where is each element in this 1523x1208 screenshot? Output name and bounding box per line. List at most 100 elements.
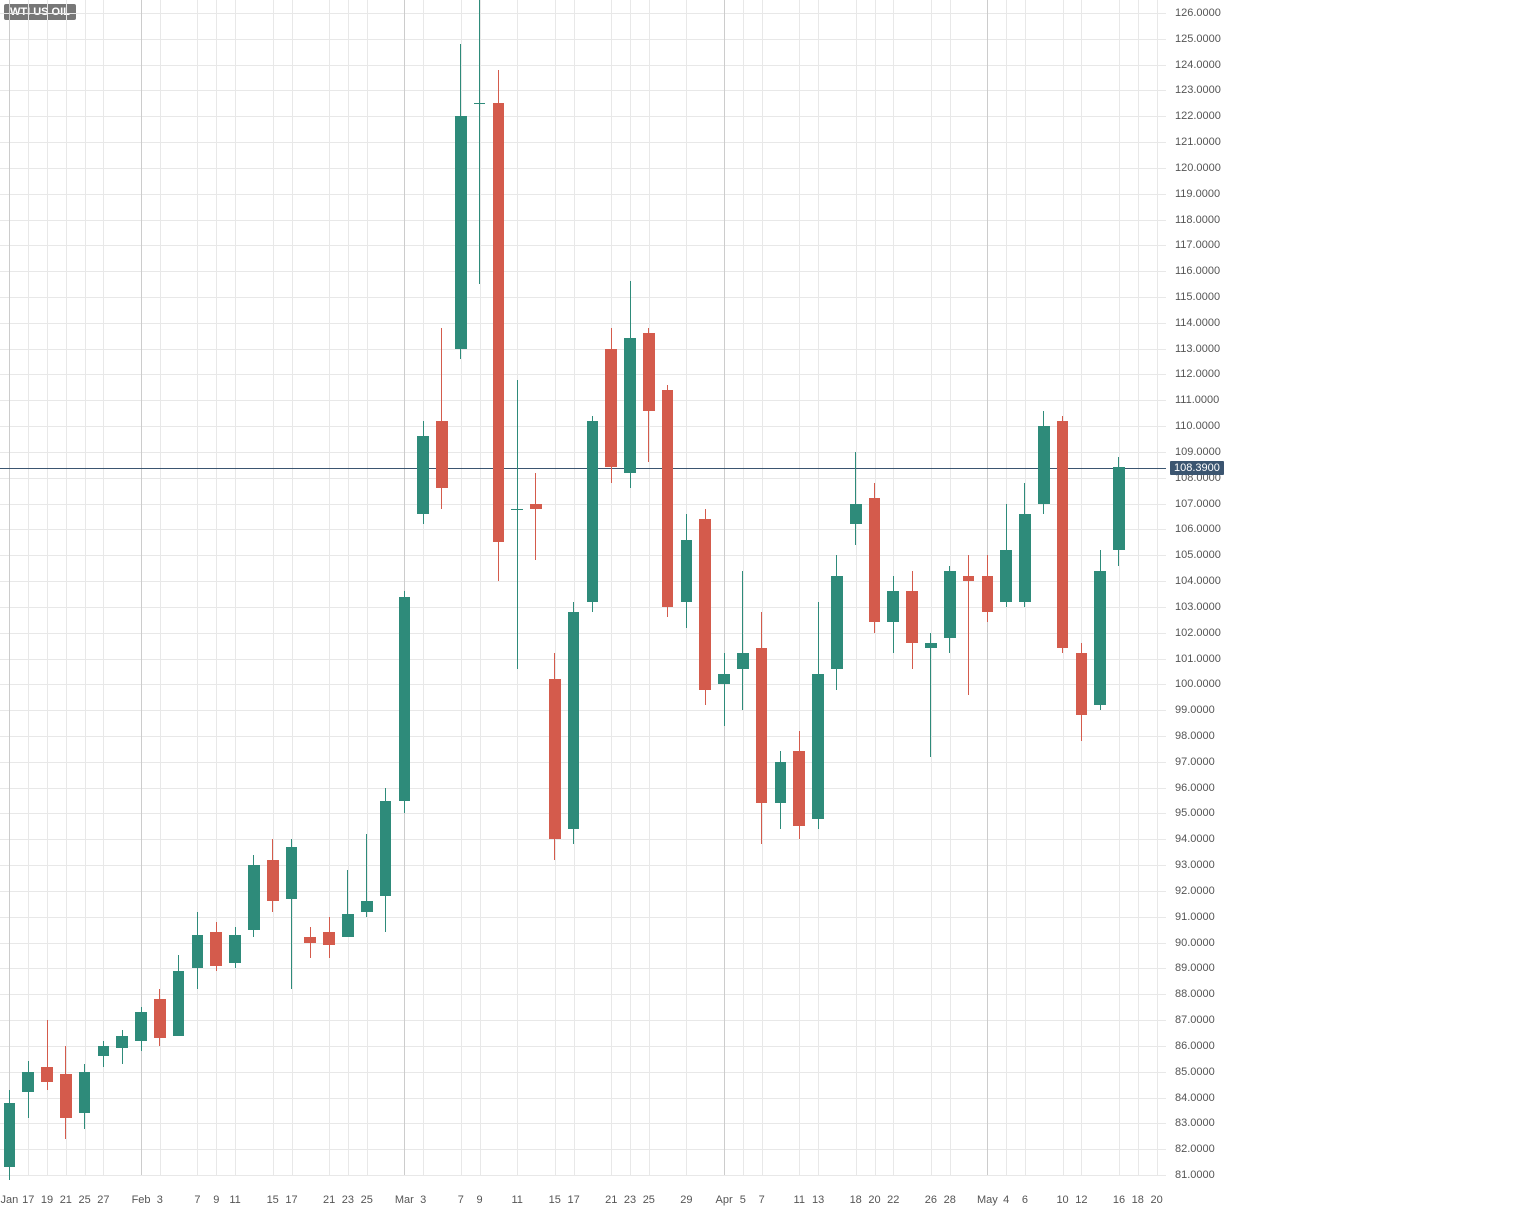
- candle-body[interactable]: [1000, 550, 1012, 602]
- gridline-v: [611, 0, 612, 1175]
- candle-body[interactable]: [455, 116, 467, 348]
- candle-body[interactable]: [98, 1046, 110, 1056]
- x-axis-label: 5: [740, 1194, 746, 1206]
- y-axis-label: 126.0000: [1175, 7, 1221, 19]
- y-axis-label: 114.0000: [1175, 317, 1220, 329]
- candle-body[interactable]: [1057, 421, 1069, 648]
- candle-body[interactable]: [718, 674, 730, 684]
- gridline-v: [103, 0, 104, 1175]
- candle-body[interactable]: [1094, 571, 1106, 705]
- candle-body[interactable]: [135, 1012, 147, 1040]
- candle-body[interactable]: [737, 653, 749, 668]
- gridline-v: [216, 0, 217, 1175]
- candle-body[interactable]: [192, 935, 204, 969]
- gridline-h: [0, 271, 1166, 272]
- candle-body[interactable]: [286, 847, 298, 899]
- gridline-h: [0, 710, 1166, 711]
- candle-body[interactable]: [1113, 467, 1125, 550]
- gridline-h: [0, 788, 1166, 789]
- y-axis-label: 81.0000: [1175, 1169, 1215, 1181]
- candle-wick: [517, 380, 518, 669]
- gridline-h: [0, 374, 1166, 375]
- candle-wick: [930, 633, 931, 757]
- gridline-v: [818, 0, 819, 1175]
- last-price-line: [0, 468, 1166, 469]
- y-axis-label: 83.0000: [1175, 1117, 1215, 1129]
- candle-body[interactable]: [79, 1072, 91, 1113]
- candle-body[interactable]: [173, 971, 185, 1036]
- candle-body[interactable]: [248, 865, 260, 930]
- y-axis-label: 121.0000: [1175, 136, 1221, 148]
- candle-body[interactable]: [925, 643, 937, 648]
- x-axis-label: 15: [267, 1194, 279, 1206]
- x-axis-label: 25: [79, 1194, 91, 1206]
- plot-area[interactable]: [0, 0, 1166, 1175]
- candle-body[interactable]: [887, 591, 899, 622]
- candle-body[interactable]: [643, 333, 655, 410]
- candle-body[interactable]: [549, 679, 561, 839]
- candle-body[interactable]: [436, 421, 448, 488]
- gridline-v: [66, 0, 67, 1175]
- candle-body[interactable]: [4, 1103, 16, 1168]
- candle-wick: [742, 571, 743, 710]
- candle-body[interactable]: [417, 436, 429, 513]
- gridline-h: [0, 813, 1166, 814]
- candle-body[interactable]: [812, 674, 824, 819]
- candle-body[interactable]: [624, 338, 636, 472]
- candle-body[interactable]: [511, 509, 523, 510]
- candle-body[interactable]: [60, 1074, 72, 1118]
- candle-body[interactable]: [22, 1072, 34, 1093]
- candle-body[interactable]: [41, 1067, 53, 1082]
- candle-body[interactable]: [380, 801, 392, 897]
- candle-body[interactable]: [116, 1036, 128, 1049]
- candle-body[interactable]: [1038, 426, 1050, 503]
- candle-body[interactable]: [906, 591, 918, 643]
- candle-body[interactable]: [831, 576, 843, 669]
- candle-body[interactable]: [399, 597, 411, 801]
- candle-body[interactable]: [944, 571, 956, 638]
- candle-body[interactable]: [793, 751, 805, 826]
- candle-body[interactable]: [361, 901, 373, 911]
- candle-body[interactable]: [530, 504, 542, 509]
- candle-body[interactable]: [605, 349, 617, 468]
- gridline-h: [0, 400, 1166, 401]
- x-axis-label: Jan: [1, 1194, 19, 1206]
- x-axis-label: 12: [1075, 1194, 1087, 1206]
- candle-body[interactable]: [699, 519, 711, 689]
- candle-body[interactable]: [304, 937, 316, 942]
- gridline-h: [0, 349, 1166, 350]
- y-axis-label: 106.0000: [1175, 523, 1221, 535]
- candle-body[interactable]: [210, 932, 222, 966]
- candle-body[interactable]: [474, 103, 486, 104]
- gridline-v: [1138, 0, 1139, 1175]
- y-axis-label: 118.0000: [1175, 214, 1220, 226]
- candle-body[interactable]: [982, 576, 994, 612]
- candle-body[interactable]: [681, 540, 693, 602]
- x-axis-label: 4: [1003, 1194, 1009, 1206]
- candle-body[interactable]: [869, 498, 881, 622]
- candle-body[interactable]: [1019, 514, 1031, 602]
- y-axis-label: 102.0000: [1175, 627, 1221, 639]
- candle-body[interactable]: [342, 914, 354, 937]
- candle-body[interactable]: [850, 504, 862, 525]
- candle-body[interactable]: [493, 103, 505, 542]
- candle-body[interactable]: [775, 762, 787, 803]
- candle-body[interactable]: [568, 612, 580, 829]
- x-axis-label: 18: [850, 1194, 862, 1206]
- candle-body[interactable]: [662, 390, 674, 607]
- y-axis-label: 123.0000: [1175, 84, 1221, 96]
- candle-body[interactable]: [587, 421, 599, 602]
- gridline-v: [931, 0, 932, 1175]
- candle-body[interactable]: [323, 932, 335, 945]
- candle-body[interactable]: [267, 860, 279, 901]
- gridline-h: [0, 504, 1166, 505]
- candle-body[interactable]: [963, 576, 975, 581]
- candle-body[interactable]: [229, 935, 241, 963]
- candle-body[interactable]: [1076, 653, 1088, 715]
- candle-wick: [310, 927, 311, 958]
- x-axis-label: Apr: [715, 1194, 732, 1206]
- candle-body[interactable]: [154, 999, 166, 1038]
- y-axis-label: 98.0000: [1175, 730, 1215, 742]
- x-axis-label: 6: [1022, 1194, 1028, 1206]
- candle-body[interactable]: [756, 648, 768, 803]
